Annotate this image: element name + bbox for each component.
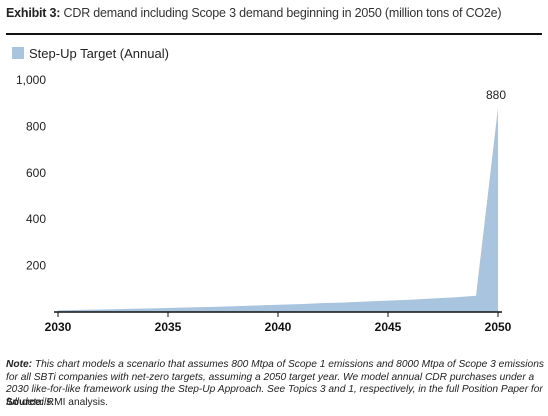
area-chart: 200 400 600 800 1,000 2030 2035 2040 2045 2050 880: [16, 73, 512, 334]
x-tick-label: 2045: [375, 320, 402, 334]
data-label-2050: 880: [486, 88, 506, 102]
chart-source: Source: RMI analysis.: [6, 397, 544, 408]
y-tick-label: 800: [26, 119, 46, 133]
source-text: RMI analysis.: [46, 397, 108, 408]
x-tick-label: 2050: [485, 320, 512, 334]
y-tick-label: 400: [26, 212, 46, 226]
chart-title: Exhibit 3: CDR demand including Scope 3 …: [6, 6, 542, 20]
legend: Step-Up Target (Annual): [12, 45, 169, 61]
title-divider: [6, 33, 542, 35]
y-tick-label: 1,000: [16, 73, 46, 87]
note-text: This chart models a scenario that assume…: [6, 359, 544, 408]
x-tick-label: 2030: [45, 320, 72, 334]
x-tick-label: 2040: [265, 320, 292, 334]
chart-note: Note: This chart models a scenario that …: [6, 359, 544, 409]
legend-swatch: [12, 47, 24, 59]
source-label: Source:: [6, 397, 44, 408]
area-series-step-up-target: [58, 107, 498, 312]
note-label: Note:: [6, 359, 33, 370]
exhibit-title: CDR demand including Scope 3 demand begi…: [63, 6, 502, 20]
y-tick-label: 600: [26, 166, 46, 180]
legend-label: Step-Up Target (Annual): [29, 45, 169, 61]
y-tick-label: 200: [26, 259, 46, 273]
x-tick-label: 2035: [155, 320, 182, 334]
exhibit-label: Exhibit 3:: [6, 6, 61, 20]
